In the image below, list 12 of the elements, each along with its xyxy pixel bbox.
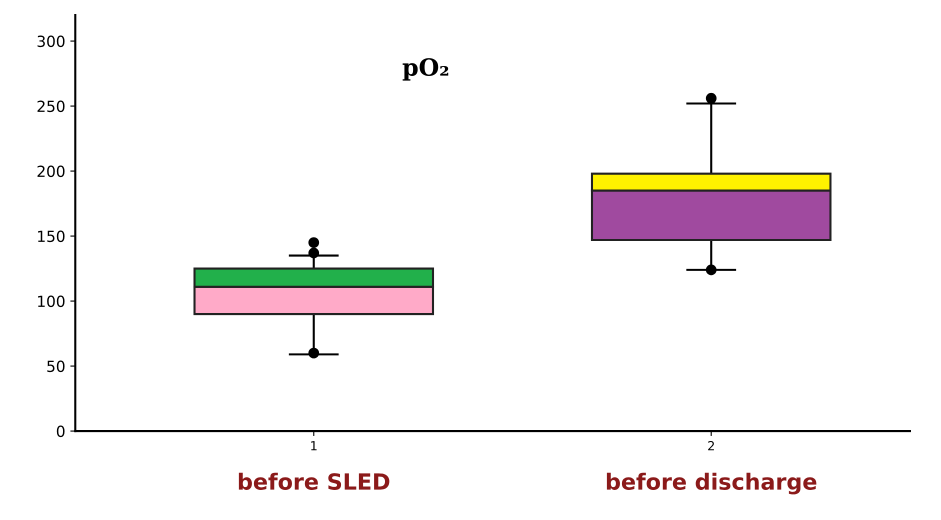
y-tick-label: 100 [38, 296, 65, 308]
y-tick-label: 50 [47, 360, 65, 372]
y-tick-label: 250 [38, 100, 65, 112]
text: pO₂ [402, 58, 448, 81]
y-tick-label: 300 [38, 36, 65, 48]
text: before discharge [606, 472, 816, 494]
x-tick-label: 2 [708, 441, 714, 450]
y-tick-label: 0 [56, 426, 65, 438]
y-tick-label: 200 [38, 166, 65, 178]
text: before SLED [238, 472, 390, 490]
y-tick-label: 150 [38, 230, 65, 242]
x-tick-label: 1 [311, 441, 317, 450]
